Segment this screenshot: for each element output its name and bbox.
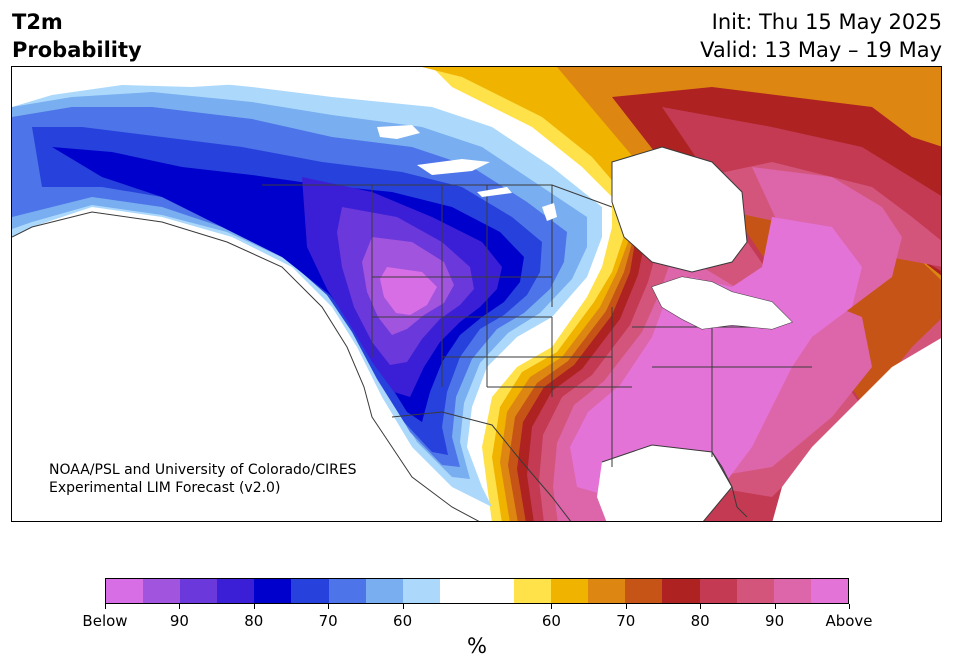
colorbar-tick-mark [774, 604, 776, 609]
colorbar-tick-label: 80 [690, 612, 710, 630]
colorbar-swatch [180, 579, 218, 603]
colorbar-tick-mark [700, 604, 702, 609]
atlantic-ocean [772, 338, 941, 521]
title-variable: T2m [12, 10, 63, 34]
colorbar-swatch [551, 579, 589, 603]
colorbar-swatch [588, 579, 626, 603]
colorbar-swatch [291, 579, 329, 603]
colorbar-tick-mark [328, 604, 330, 609]
colorbar-tick-label: 90 [169, 612, 189, 630]
colorbar-swatch [773, 579, 811, 603]
us-mexico-border [391, 411, 572, 521]
credit-line-2: Experimental LIM Forecast (v2.0) [49, 480, 281, 496]
probability-map [11, 66, 942, 522]
colorbar-swatch [106, 579, 144, 603]
above-band-far [570, 217, 862, 499]
colorbar-swatch [143, 579, 181, 603]
colorbar-tick-mark [849, 604, 850, 609]
colorbar-swatch [699, 579, 737, 603]
colorbar-swatch [625, 579, 663, 603]
colorbar-swatch [254, 579, 292, 603]
colorbar-tick-label: 80 [244, 612, 264, 630]
colorbar-tick-mark [551, 604, 553, 609]
probability-fields [12, 67, 941, 521]
colorbar-tick-label: Below [82, 612, 128, 630]
great-bear-lake [377, 125, 420, 139]
lake-winnipeg [542, 203, 557, 221]
map-svg [12, 67, 941, 521]
forecast-dates: Init: Thu 15 May 2025 Valid: 13 May – 19… [700, 8, 942, 64]
probability-colorbar [105, 578, 849, 604]
colorbar-swatch [514, 579, 552, 603]
title-quantity: Probability [12, 38, 142, 62]
pacific-ocean [12, 212, 479, 521]
map-title: T2m Probability [12, 8, 142, 64]
colorbar-swatch [662, 579, 700, 603]
gulf-of-mexico [597, 445, 732, 521]
init-date: Init: Thu 15 May 2025 [711, 10, 942, 34]
colorbar-swatch [365, 579, 403, 603]
colorbar-tick-label: 70 [318, 612, 338, 630]
credit-text: NOAA/PSL and University of Colorado/CIRE… [49, 461, 357, 497]
colorbar-tick-label: 70 [616, 612, 636, 630]
colorbar-swatch [217, 579, 255, 603]
colorbar-tick-label: 60 [541, 612, 561, 630]
colorbar-tick-label: 90 [765, 612, 785, 630]
lake-athabasca [477, 187, 512, 197]
colorbar-tick-mark [625, 604, 627, 609]
colorbar-swatch [439, 579, 477, 603]
credit-line-1: NOAA/PSL and University of Colorado/CIRE… [49, 462, 357, 478]
great-slave-lake [417, 159, 490, 175]
colorbar-swatch [328, 579, 366, 603]
great-lakes [652, 277, 792, 329]
colorbar-tick-mark [179, 604, 181, 609]
hudson-bay [612, 147, 747, 272]
florida-outline [711, 451, 748, 518]
colorbar-swatch [476, 579, 515, 603]
colorbar-tick-mark [105, 604, 106, 609]
colorbar-tick-label: 60 [393, 612, 413, 630]
colorbar-tick-mark [253, 604, 255, 609]
colorbar-swatch [402, 579, 440, 603]
coastline-west [12, 211, 480, 521]
colorbar-unit: % [467, 634, 487, 658]
valid-range: Valid: 13 May – 19 May [700, 38, 942, 62]
colorbar-tick-mark [402, 604, 404, 609]
arctic-ocean [12, 67, 352, 107]
below-band-far [380, 267, 437, 315]
colorbar-swatch [736, 579, 774, 603]
hudson-bay-outline [611, 146, 748, 273]
lakes [377, 125, 792, 329]
colorbar-swatch [810, 579, 848, 603]
colorbar-tick-label: Above [825, 612, 873, 630]
